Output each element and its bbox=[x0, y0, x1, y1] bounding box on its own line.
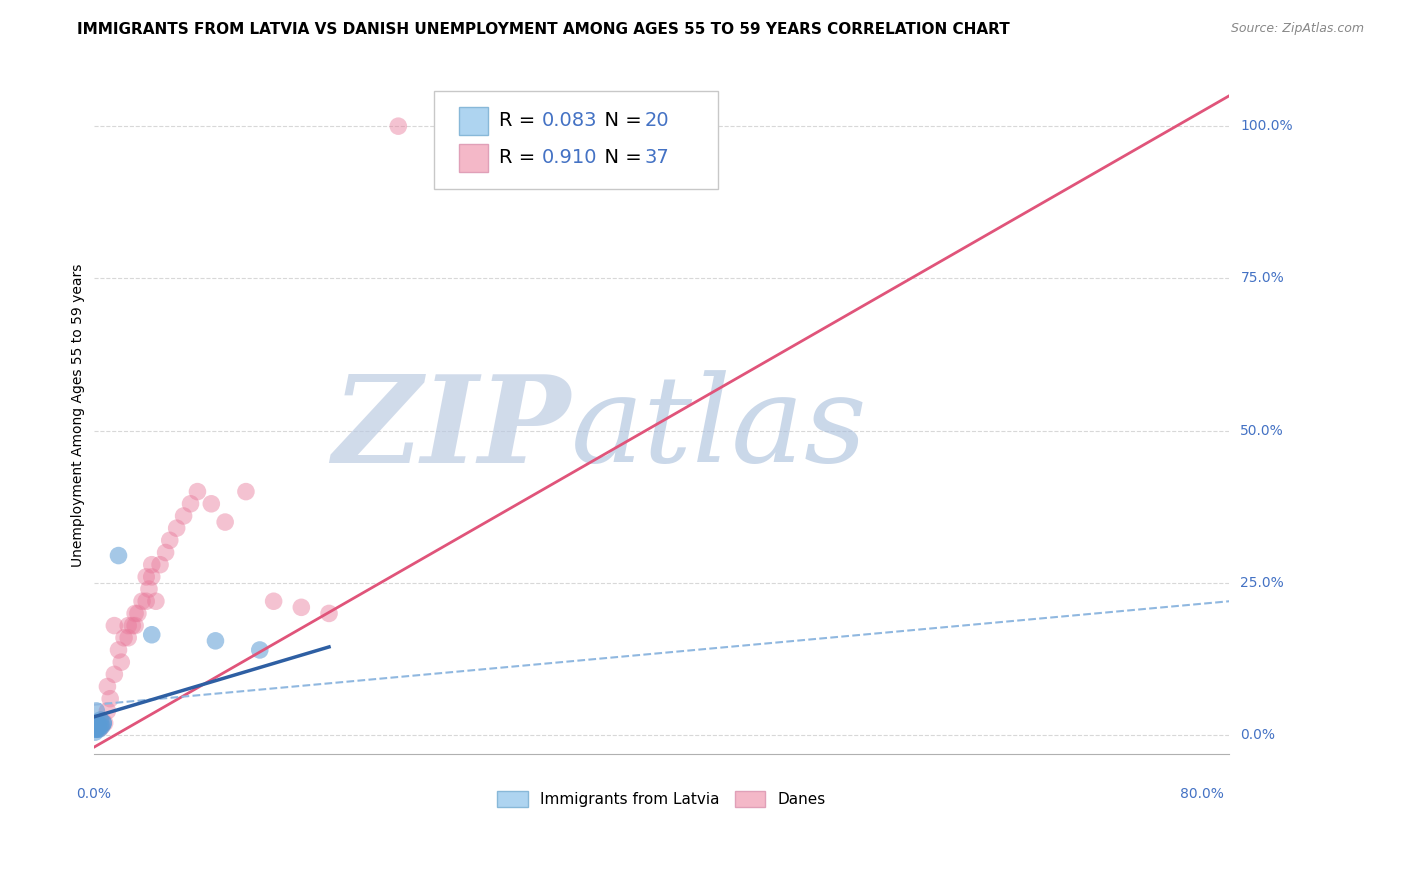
Text: ZIP: ZIP bbox=[332, 370, 571, 488]
Point bbox=[87, 719, 110, 733]
Point bbox=[86, 719, 108, 733]
Point bbox=[131, 594, 153, 608]
Point bbox=[96, 704, 118, 718]
Point bbox=[90, 719, 112, 733]
Point bbox=[91, 716, 114, 731]
Text: 80.0%: 80.0% bbox=[1180, 787, 1223, 801]
Point bbox=[124, 618, 146, 632]
Text: IMMIGRANTS FROM LATVIA VS DANISH UNEMPLOYMENT AMONG AGES 55 TO 59 YEARS CORRELAT: IMMIGRANTS FROM LATVIA VS DANISH UNEMPLO… bbox=[77, 22, 1010, 37]
Point bbox=[263, 594, 285, 608]
Point bbox=[249, 643, 271, 657]
Text: R =: R = bbox=[499, 112, 541, 130]
Point bbox=[149, 558, 172, 572]
Point bbox=[200, 497, 222, 511]
Point bbox=[145, 594, 167, 608]
Point bbox=[135, 570, 157, 584]
Legend: Immigrants from Latvia, Danes: Immigrants from Latvia, Danes bbox=[491, 785, 832, 814]
Point bbox=[103, 618, 125, 632]
Point bbox=[214, 515, 236, 529]
Point bbox=[135, 594, 157, 608]
Point bbox=[89, 719, 111, 733]
Point bbox=[107, 549, 129, 563]
Point bbox=[186, 484, 208, 499]
Point bbox=[87, 722, 110, 736]
Text: 0.083: 0.083 bbox=[543, 112, 598, 130]
Point bbox=[141, 628, 163, 642]
Point bbox=[84, 722, 107, 736]
Point bbox=[87, 716, 110, 731]
Point bbox=[86, 716, 108, 731]
Y-axis label: Unemployment Among Ages 55 to 59 years: Unemployment Among Ages 55 to 59 years bbox=[72, 264, 86, 567]
Point bbox=[87, 722, 110, 736]
FancyBboxPatch shape bbox=[460, 106, 488, 135]
Point bbox=[93, 716, 115, 731]
Point bbox=[89, 713, 111, 727]
Text: N =: N = bbox=[592, 112, 648, 130]
Text: 0.0%: 0.0% bbox=[1240, 728, 1275, 742]
Text: 50.0%: 50.0% bbox=[1240, 424, 1284, 438]
Text: atlas: atlas bbox=[571, 370, 868, 488]
Text: 0.0%: 0.0% bbox=[76, 787, 111, 801]
Point bbox=[86, 722, 108, 736]
Point bbox=[180, 497, 202, 511]
Text: R =: R = bbox=[499, 148, 541, 168]
Point bbox=[84, 725, 107, 739]
Point bbox=[127, 607, 149, 621]
Point bbox=[173, 508, 195, 523]
Text: 20: 20 bbox=[644, 112, 669, 130]
Point bbox=[290, 600, 312, 615]
Point bbox=[204, 633, 226, 648]
Text: 37: 37 bbox=[644, 148, 669, 168]
Point bbox=[110, 655, 132, 669]
FancyBboxPatch shape bbox=[460, 144, 488, 172]
Point bbox=[91, 716, 114, 731]
FancyBboxPatch shape bbox=[434, 91, 718, 189]
Point bbox=[98, 691, 121, 706]
Point bbox=[86, 704, 108, 718]
Point bbox=[155, 545, 177, 559]
Text: Source: ZipAtlas.com: Source: ZipAtlas.com bbox=[1230, 22, 1364, 36]
Text: 25.0%: 25.0% bbox=[1240, 576, 1284, 590]
Point bbox=[117, 618, 139, 632]
Point bbox=[84, 722, 107, 736]
Point bbox=[107, 643, 129, 657]
Point bbox=[121, 618, 143, 632]
Point bbox=[138, 582, 160, 596]
Text: 100.0%: 100.0% bbox=[1240, 120, 1294, 133]
Point bbox=[166, 521, 188, 535]
Point bbox=[89, 721, 111, 735]
Text: 0.910: 0.910 bbox=[543, 148, 598, 168]
Point bbox=[235, 484, 257, 499]
Point bbox=[117, 631, 139, 645]
Text: N =: N = bbox=[592, 148, 648, 168]
Point bbox=[124, 607, 146, 621]
Point bbox=[141, 558, 163, 572]
Point bbox=[318, 607, 340, 621]
Point bbox=[103, 667, 125, 681]
Text: 75.0%: 75.0% bbox=[1240, 271, 1284, 285]
Point bbox=[96, 680, 118, 694]
Point bbox=[387, 119, 409, 133]
Point bbox=[159, 533, 181, 548]
Point bbox=[112, 631, 135, 645]
Point bbox=[141, 570, 163, 584]
